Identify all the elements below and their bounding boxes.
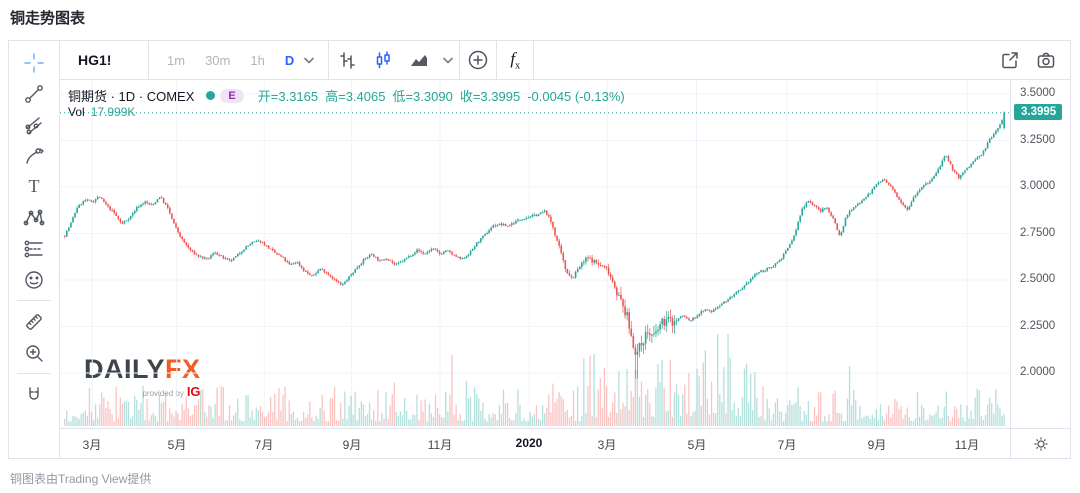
emoji-smiley-icon[interactable] — [16, 264, 52, 295]
attribution-footer: 铜图表由Trading View提供 — [10, 472, 152, 486]
ohlc-values: 开=3.3165 高=3.4065 低=3.3090 收=3.3995 -0.0045 … — [258, 86, 632, 105]
time-tick-label: 11月 — [427, 438, 453, 452]
candles-chart-type-icon[interactable] — [367, 44, 399, 76]
bars-chart-type-icon[interactable] — [331, 44, 363, 76]
price-tick-label: 3.2500 — [1020, 134, 1056, 146]
volume-legend: Vol 17.999K — [68, 105, 135, 119]
gann-fibonacci-icon[interactable] — [16, 109, 52, 140]
timeframe-30m[interactable]: 30m — [205, 52, 231, 68]
forecast-lines-icon[interactable] — [16, 233, 52, 264]
crosshair-icon[interactable] — [16, 47, 52, 78]
chart-main-column: HG1! 1m 30m 1h D — [60, 41, 1070, 458]
price-tick-label: 3.0000 — [1020, 180, 1056, 192]
chart-widget: T HG1! 1m 30m 1h D — [8, 40, 1071, 459]
time-tick-label: 7月 — [254, 438, 274, 452]
trend-line-icon[interactable] — [16, 78, 52, 109]
toolbar-separator — [328, 41, 330, 79]
timeframe-1d[interactable]: D — [284, 52, 295, 68]
magnet-icon[interactable] — [16, 379, 52, 410]
toolbar-separator — [496, 41, 498, 79]
time-tick-label: 3月 — [597, 438, 617, 452]
data-mode-badge[interactable]: E — [220, 88, 244, 103]
candlestick-chart — [60, 80, 1010, 428]
chevron-down-icon[interactable] — [443, 51, 454, 69]
price-axis[interactable]: 3.5000 3.2500 3.0000 2.7500 2.5000 2.2500 2.00… — [1010, 80, 1070, 428]
toolbar-separator — [148, 41, 149, 79]
volume-label: Vol — [68, 105, 85, 119]
external-link-icon[interactable] — [994, 44, 1026, 76]
price-tick-label: 2.7500 — [1020, 227, 1056, 239]
timeframe-group: 1m 30m 1h D — [149, 51, 328, 69]
toolbar-divider — [17, 373, 51, 374]
top-toolbar: HG1! 1m 30m 1h D — [60, 41, 1070, 80]
ig-logo: IG — [186, 384, 201, 399]
time-tick-label: 5月 — [687, 438, 707, 452]
time-axis-row: 3月 5月 7月 9月 11月 2020 3月 5月 7月 9月 11月 — [60, 428, 1070, 458]
area-chart-type-icon[interactable] — [403, 44, 435, 76]
price-tick-label: 3.5000 — [1020, 87, 1056, 99]
time-tick-label: 11月 — [954, 438, 980, 452]
provided-by-text: provided by — [142, 389, 184, 398]
zoom-in-icon[interactable] — [16, 337, 52, 368]
volume-value: 17.999K — [90, 105, 136, 119]
time-tick-label: 9月 — [342, 438, 362, 452]
compare-add-icon[interactable] — [462, 44, 494, 76]
chart-row: DAILYFX provided by IG 铜期货 · 1D · COMEX E… — [60, 80, 1070, 428]
drawing-toolbar: T — [9, 41, 60, 458]
chart-legend: 铜期货 · 1D · COMEX E 开=3.3165 高=3.4065 低=3.3… — [68, 86, 632, 105]
camera-snapshot-icon[interactable] — [1030, 44, 1062, 76]
low-value: 低=3.3090 — [392, 89, 453, 104]
price-tick-label: 2.2500 — [1020, 320, 1056, 332]
axis-settings-gear-icon[interactable] — [1010, 429, 1070, 458]
chart-plot-area[interactable]: DAILYFX provided by IG 铜期货 · 1D · COMEX E… — [60, 80, 1010, 428]
legend-title: 铜期货 · 1D · COMEX — [68, 89, 195, 104]
indicators-fx-icon[interactable]: fx — [510, 48, 521, 72]
change-value: -0.0045 (-0.13%) — [527, 89, 625, 104]
measure-ruler-icon[interactable] — [16, 306, 52, 337]
time-tick-label: 2020 — [515, 436, 543, 450]
chevron-down-icon[interactable] — [304, 51, 315, 69]
last-price-label: 3.3995 — [1014, 104, 1063, 120]
text-tool-icon[interactable]: T — [28, 176, 40, 196]
xabcd-pattern-icon[interactable] — [16, 202, 52, 233]
dailyfx-brand: DAILY — [84, 354, 166, 384]
price-tick-label: 2.5000 — [1020, 273, 1056, 285]
high-value: 高=3.4065 — [325, 89, 386, 104]
page-title: 铜走势图表 — [10, 10, 86, 27]
dailyfx-fx: FX — [165, 354, 201, 384]
dailyfx-watermark: DAILYFX provided by IG — [84, 354, 201, 399]
time-axis[interactable]: 3月 5月 7月 9月 11月 2020 3月 5月 7月 9月 11月 — [60, 429, 1010, 458]
open-value: 开=3.3165 — [257, 89, 319, 104]
data-status-dot-icon — [206, 91, 216, 100]
time-tick-label: 9月 — [867, 438, 887, 452]
toolbar-divider — [17, 300, 51, 301]
time-tick-label: 7月 — [777, 438, 797, 452]
symbol-button[interactable]: HG1! — [78, 52, 112, 68]
toolbar-separator — [533, 41, 535, 79]
time-tick-label: 3月 — [82, 438, 102, 452]
price-tick-label: 2.0000 — [1020, 366, 1056, 378]
time-tick-label: 5月 — [167, 438, 187, 452]
toolbar-separator — [459, 41, 461, 79]
close-value: 收=3.3995 — [459, 89, 521, 104]
timeframe-1h[interactable]: 1h — [250, 52, 265, 68]
timeframe-1m[interactable]: 1m — [167, 52, 186, 68]
brush-icon[interactable] — [16, 140, 52, 171]
